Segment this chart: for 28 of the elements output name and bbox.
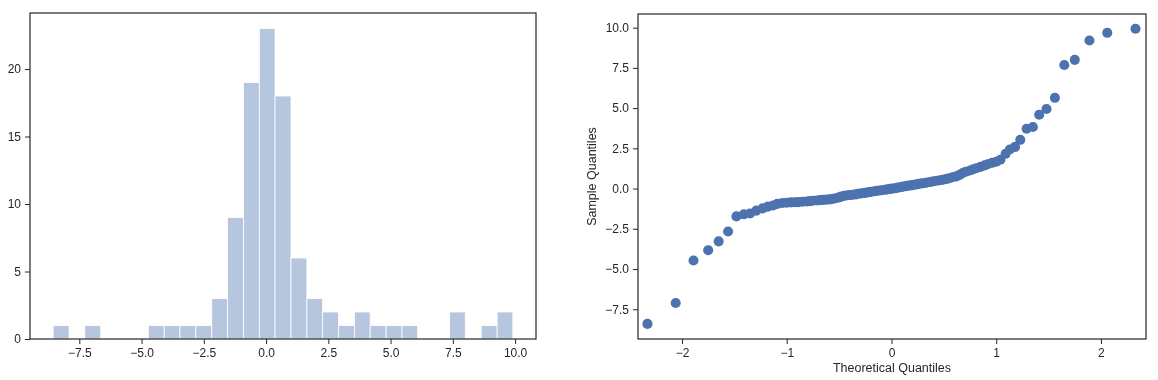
x-tick-label: 2 — [1098, 345, 1106, 360]
x-tick-label: 10.0 — [503, 345, 528, 360]
y-tick-label: 20 — [7, 62, 22, 77]
x-tick-label: −2.5 — [192, 345, 217, 360]
y-tick-label: −2.5 — [605, 222, 630, 237]
x-tick-label: 7.5 — [444, 345, 462, 360]
y-tick-label: 15 — [7, 129, 22, 144]
y-tick-label: 10 — [7, 197, 22, 212]
y-axis-title: Sample Quantiles — [585, 127, 599, 226]
y-tick-label: 0.0 — [612, 181, 630, 196]
y-tick-label: −5.0 — [605, 262, 630, 277]
x-tick-label: 5.0 — [382, 345, 400, 360]
y-tick-label: 10.0 — [605, 21, 630, 36]
x-tick-label: −7.5 — [67, 345, 92, 360]
x-tick-label: 0 — [888, 345, 896, 360]
x-tick-label: 0.0 — [258, 345, 276, 360]
y-tick-label: 0 — [14, 332, 22, 347]
x-axis-title: Theoretical Quantiles — [832, 361, 952, 375]
x-tick-label: −5.0 — [130, 345, 155, 360]
x-tick-label: −2 — [675, 345, 690, 360]
x-tick-label: 2.5 — [320, 345, 338, 360]
y-tick-label: 5 — [14, 264, 22, 279]
y-tick-label: 7.5 — [612, 61, 630, 76]
y-tick-label: 2.5 — [612, 141, 630, 156]
y-tick-label: 5.0 — [612, 101, 630, 116]
x-tick-label: −1 — [780, 345, 795, 360]
x-tick-label: 1 — [993, 345, 1001, 360]
y-tick-label: −7.5 — [605, 302, 630, 317]
